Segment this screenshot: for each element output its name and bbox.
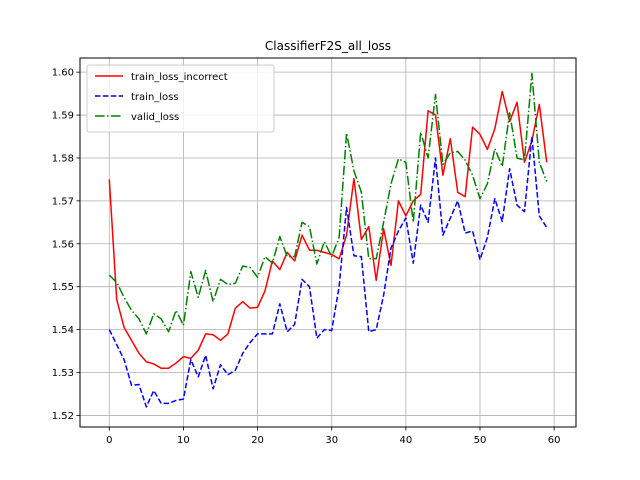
series-group	[108, 72, 548, 408]
y-tick-label: 1.59	[52, 111, 74, 122]
chart-title: ClassifierF2S_all_loss	[265, 39, 391, 53]
x-tick-label: 30	[325, 435, 338, 446]
legend-label: train_loss_incorrect	[131, 72, 228, 83]
y-tick-label: 1.56	[52, 239, 74, 250]
y-tick-label: 1.52	[52, 411, 74, 422]
legend: train_loss_incorrect train_loss valid_loss	[86, 64, 275, 133]
y-tick-label: 1.57	[52, 196, 74, 207]
x-axis: 0 10 20 30 40 50 60	[106, 427, 560, 446]
x-tick-label: 0	[106, 435, 112, 446]
series-line-train_loss	[108, 135, 548, 408]
y-tick-label: 1.60	[52, 68, 74, 79]
y-tick-label: 1.53	[52, 368, 74, 379]
series-line-valid_loss	[108, 72, 548, 335]
y-axis: 1.52 1.53 1.54 1.55 1.56 1.57 1.58 1.59 1.60	[52, 68, 80, 422]
plot-frame	[79, 57, 577, 428]
x-tick-label: 40	[399, 435, 412, 446]
y-tick-label: 1.55	[52, 282, 74, 293]
y-tick-label: 1.54	[52, 325, 74, 336]
x-tick-label: 50	[474, 435, 487, 446]
x-tick-label: 10	[177, 435, 190, 446]
legend-box	[86, 64, 275, 133]
legend-label: valid_loss	[131, 112, 179, 123]
legend-label: train_loss	[131, 92, 179, 103]
y-tick-label: 1.58	[52, 153, 74, 164]
x-tick-label: 20	[251, 435, 264, 446]
series-line-train_loss_incorrect	[108, 90, 548, 369]
x-tick-label: 60	[548, 435, 561, 446]
